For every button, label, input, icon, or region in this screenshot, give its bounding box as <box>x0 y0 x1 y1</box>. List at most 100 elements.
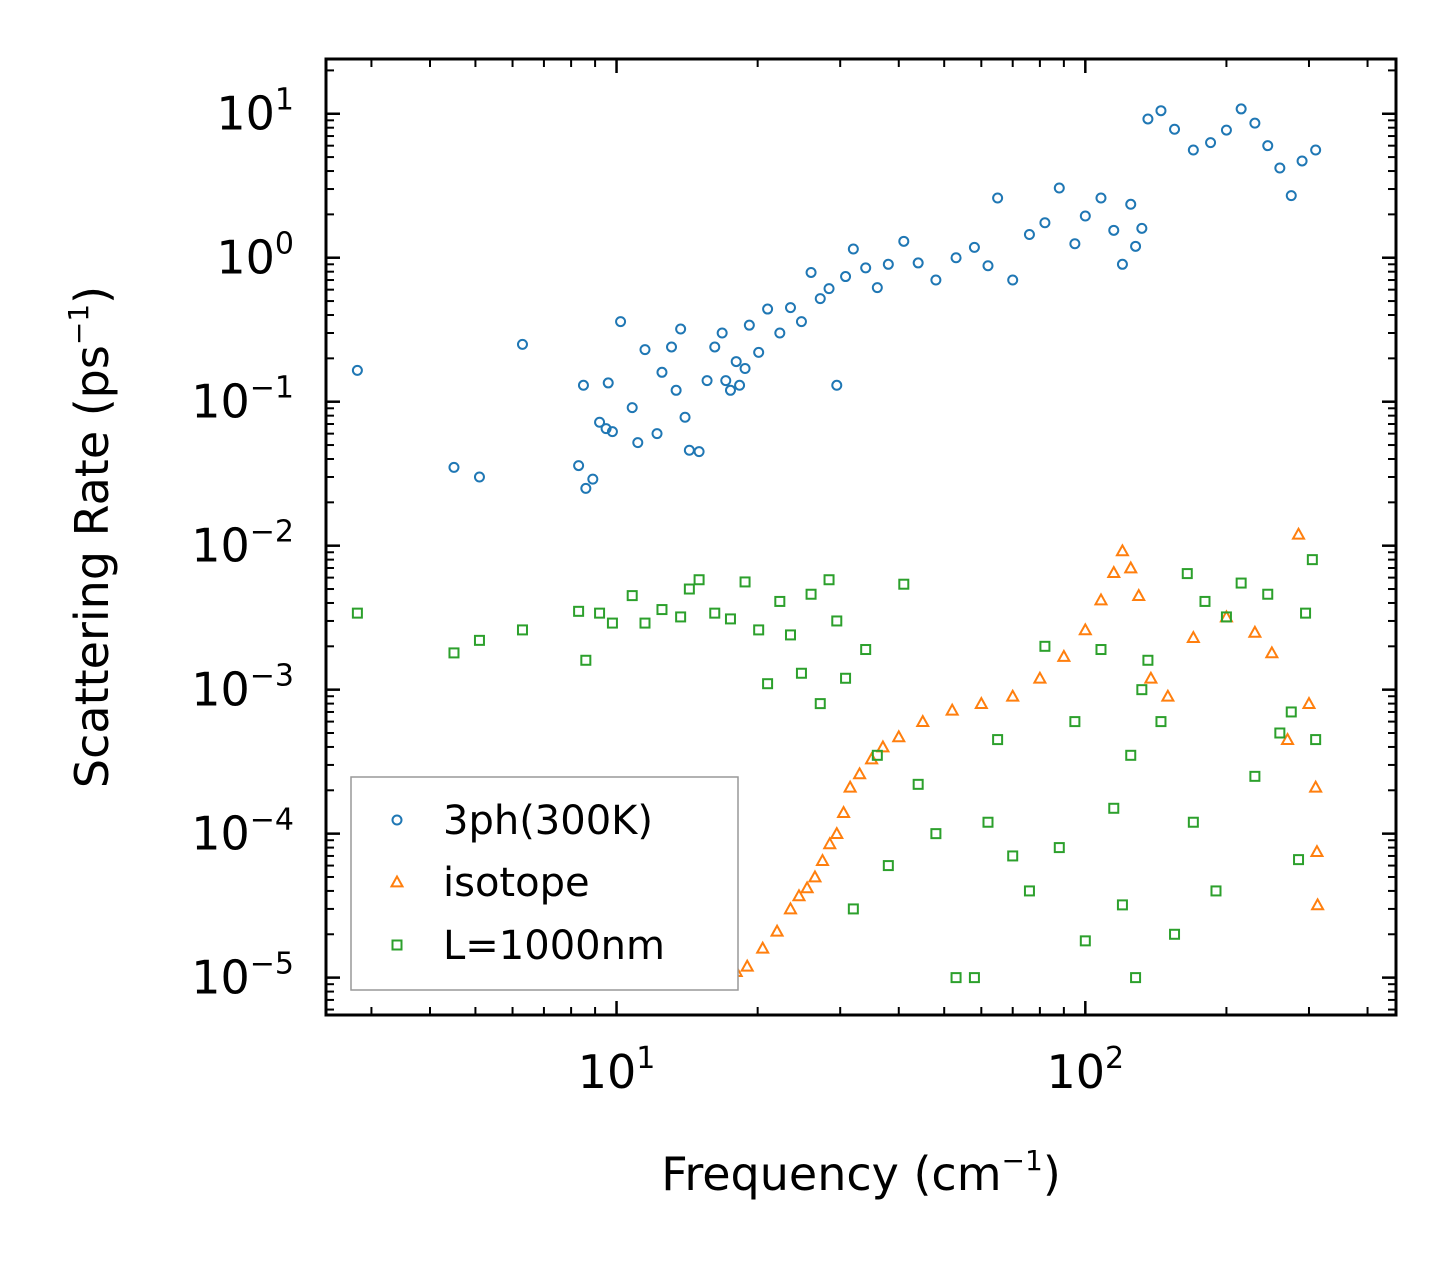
data-point-2-12 <box>683 583 695 595</box>
data-point-2-38 <box>1007 850 1019 862</box>
data-point-0-48 <box>912 257 924 269</box>
data-point-1-7 <box>807 869 823 883</box>
data-point-1-30 <box>1160 688 1176 702</box>
y-tick-label-5: 10−4 <box>191 803 294 861</box>
data-point-2-13 <box>693 574 705 586</box>
data-point-0-7 <box>587 473 599 485</box>
data-point-0-21 <box>679 411 691 423</box>
data-point-0-12 <box>615 316 627 328</box>
data-point-2-29 <box>871 749 883 761</box>
x-tick-label-0: 101 <box>578 1041 656 1099</box>
data-point-0-24 <box>701 375 713 387</box>
data-point-2-59 <box>1249 770 1261 782</box>
legend-entry-isotope: isotope <box>443 860 590 906</box>
data-point-0-16 <box>651 428 663 440</box>
data-point-0-58 <box>1069 238 1081 250</box>
y-tick-label-0: 101 <box>216 83 294 141</box>
data-point-1-9 <box>822 836 837 850</box>
data-point-1-33 <box>1247 624 1263 638</box>
data-point-0-57 <box>1053 182 1065 194</box>
data-point-0-36 <box>784 302 796 314</box>
data-point-0-77 <box>1296 155 1308 167</box>
data-point-0-34 <box>762 303 774 315</box>
data-point-2-40 <box>1039 640 1051 652</box>
data-point-2-31 <box>898 578 910 590</box>
data-point-0-47 <box>898 235 910 247</box>
data-point-2-65 <box>1306 554 1318 566</box>
data-point-1-26 <box>1115 543 1130 557</box>
data-point-2-33 <box>930 828 942 840</box>
data-point-0-6 <box>580 482 592 494</box>
data-point-0-53 <box>992 192 1004 204</box>
data-point-0-14 <box>632 437 644 449</box>
data-point-0-74 <box>1262 140 1274 152</box>
legend-marker-1 <box>389 874 405 888</box>
data-point-0-49 <box>930 274 942 286</box>
data-point-2-6 <box>594 607 606 619</box>
data-point-0-61 <box>1108 224 1120 236</box>
data-point-0-2 <box>473 471 485 483</box>
data-point-1-38 <box>1308 779 1323 793</box>
data-point-2-66 <box>1310 734 1322 746</box>
y-tick-label-6: 10−5 <box>191 947 294 1005</box>
data-point-2-50 <box>1142 654 1154 666</box>
data-point-1-19 <box>974 696 989 710</box>
data-point-0-54 <box>1007 274 1019 286</box>
legend-entry-3ph: 3ph(300K) <box>443 798 653 844</box>
data-point-1-17 <box>915 714 930 728</box>
data-point-2-8 <box>626 590 638 602</box>
data-point-2-30 <box>882 860 894 872</box>
data-point-0-60 <box>1095 192 1107 204</box>
data-point-0-76 <box>1285 190 1297 202</box>
data-point-1-11 <box>836 805 851 818</box>
data-point-0-23 <box>693 446 705 458</box>
data-point-2-3 <box>516 624 528 636</box>
tick-labels: 101 102 101 100 10−1 10−2 10−3 10−4 10−5 <box>191 83 1124 1099</box>
data-point-2-57 <box>1220 611 1232 623</box>
data-point-2-14 <box>709 607 721 619</box>
data-point-2-32 <box>912 778 924 790</box>
data-point-0-73 <box>1249 117 1261 129</box>
data-point-1-35 <box>1280 732 1295 745</box>
data-point-1-2 <box>755 940 770 954</box>
legend-marker-0 <box>391 814 403 826</box>
data-point-1-39 <box>1309 844 1325 858</box>
data-point-2-60 <box>1262 588 1274 600</box>
series-0 <box>351 103 1322 494</box>
data-point-0-41 <box>831 379 843 391</box>
data-point-0-4 <box>573 460 585 472</box>
data-point-0-15 <box>639 344 651 356</box>
data-point-0-11 <box>606 426 618 438</box>
data-point-1-16 <box>891 729 906 743</box>
data-point-1-10 <box>829 826 844 840</box>
data-point-2-7 <box>606 617 618 629</box>
data-point-0-5 <box>577 379 589 391</box>
data-point-2-5 <box>580 654 592 666</box>
data-point-0-69 <box>1187 144 1199 156</box>
data-point-2-41 <box>1053 842 1065 854</box>
data-point-1-27 <box>1123 560 1138 574</box>
data-point-0-13 <box>626 402 638 414</box>
y-tick-label-4: 10−3 <box>191 659 294 717</box>
data-point-2-61 <box>1274 727 1286 739</box>
data-point-0-9 <box>600 423 612 435</box>
data-point-0-50 <box>950 252 962 264</box>
data-point-2-51 <box>1155 716 1167 728</box>
data-point-1-18 <box>944 702 960 716</box>
y-tick-label-3: 10−2 <box>191 515 294 573</box>
data-point-1-40 <box>1310 897 1325 911</box>
data-point-1-24 <box>1093 592 1109 606</box>
data-point-0-0 <box>351 364 363 376</box>
data-point-2-10 <box>656 604 668 616</box>
data-point-2-54 <box>1187 816 1199 828</box>
data-point-1-28 <box>1131 588 1146 602</box>
plot-frame <box>324 57 1398 1017</box>
data-point-0-17 <box>656 366 668 378</box>
data-point-2-39 <box>1023 885 1035 897</box>
data-point-0-67 <box>1155 105 1167 117</box>
data-point-0-63 <box>1125 198 1137 210</box>
data-point-2-22 <box>805 588 817 600</box>
